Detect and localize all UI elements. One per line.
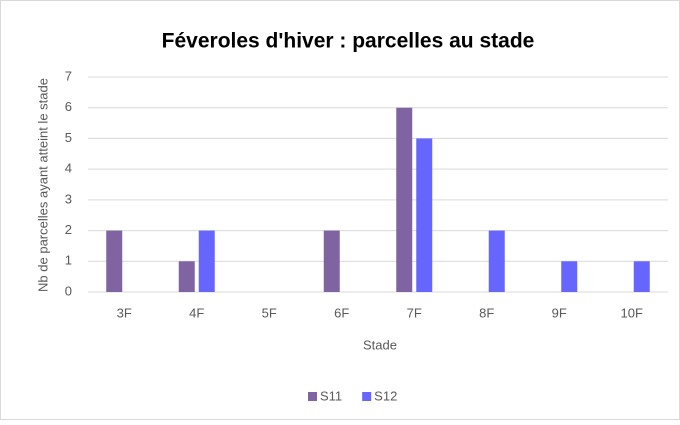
y-tick-label: 0: [65, 283, 72, 298]
bar: [561, 261, 578, 292]
y-tick-label: 6: [65, 99, 72, 114]
x-tick-label: 5F: [262, 305, 277, 320]
y-axis-label: Nb de parcelles ayant atteint le stade: [35, 78, 50, 292]
x-tick-label: 10F: [621, 305, 643, 320]
bar: [633, 261, 650, 292]
bar: [416, 138, 433, 292]
bar: [396, 107, 413, 292]
x-axis-label: Stade: [363, 337, 397, 352]
bar: [106, 230, 123, 292]
y-tick-label: 5: [65, 130, 72, 145]
y-tick-label: 7: [65, 68, 72, 83]
x-tick-label: 8F: [479, 305, 494, 320]
bar: [178, 261, 195, 292]
x-tick-label: 3F: [117, 305, 132, 320]
y-tick-label: 1: [65, 253, 72, 268]
y-tick-label: 4: [65, 161, 72, 176]
bar: [323, 230, 340, 292]
bar: [198, 230, 215, 292]
legend-label: S12: [374, 388, 397, 403]
x-tick-label: 7F: [407, 305, 422, 320]
legend-swatch: [308, 392, 317, 401]
bar: [488, 230, 505, 292]
x-tick-label: 9F: [552, 305, 567, 320]
chart-title: Féveroles d'hiver : parcelles au stade: [162, 30, 535, 53]
x-tick-label: 6F: [334, 305, 349, 320]
x-tick-label: 4F: [189, 305, 204, 320]
y-tick-label: 3: [65, 191, 72, 206]
legend-swatch: [362, 392, 372, 401]
legend-label: S11: [320, 388, 342, 403]
y-tick-label: 2: [65, 222, 72, 237]
